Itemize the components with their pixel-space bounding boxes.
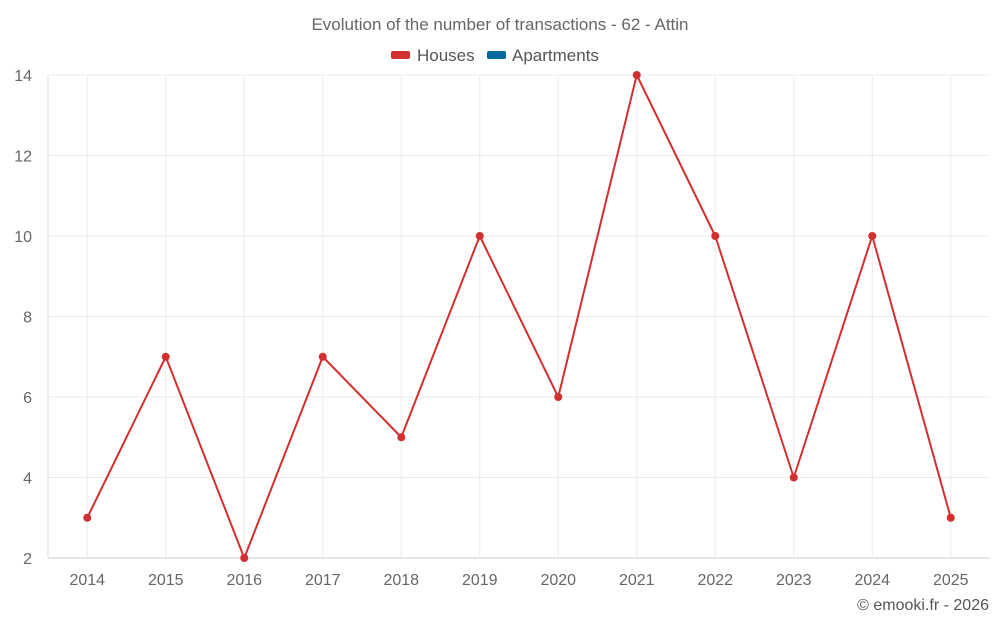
axes: 2 4 6 8 10 12 14 2014 2015 2016 2017 2018 2019 2020 20… — [14, 68, 990, 589]
data-point-houses[interactable] — [318, 352, 327, 361]
x-tick-label: 2017 — [305, 572, 341, 589]
x-tick-label: 2015 — [148, 572, 184, 589]
data-point-houses[interactable] — [475, 232, 484, 240]
data-point-houses[interactable] — [83, 513, 92, 522]
data-point-houses[interactable] — [711, 232, 720, 240]
data-point-houses[interactable] — [868, 232, 877, 240]
x-tick-label: 2016 — [226, 572, 262, 589]
series-line-houses — [86, 74, 952, 559]
y-tick-label: 6 — [23, 390, 32, 407]
data-point-houses[interactable] — [397, 433, 406, 442]
y-tick-label: 2 — [23, 551, 32, 568]
x-tick-label: 2023 — [776, 572, 812, 589]
credit-text: © emooki.fr - 2026 — [857, 597, 989, 614]
legend-swatch-houses — [391, 51, 410, 59]
x-tick-label: 2020 — [540, 572, 576, 589]
data-point-houses[interactable] — [789, 473, 798, 482]
x-tick-label: 2022 — [697, 572, 733, 589]
y-tick-label: 8 — [23, 310, 32, 327]
x-tick-label: 2018 — [383, 572, 419, 589]
legend-item-houses[interactable]: Houses — [391, 46, 475, 65]
series-layer — [83, 71, 955, 562]
chart-title: Evolution of the number of transactions … — [311, 15, 688, 34]
data-point-houses[interactable] — [554, 393, 563, 401]
x-tick-label: 2024 — [854, 572, 890, 589]
x-tick-label: 2025 — [933, 572, 969, 589]
legend-swatch-apartments — [487, 51, 506, 59]
y-tick-label: 14 — [14, 68, 32, 85]
legend-label-apartments: Apartments — [512, 46, 599, 65]
x-tick-label: 2021 — [619, 572, 655, 589]
legend-label-houses: Houses — [417, 46, 475, 65]
legend-item-apartments[interactable]: Apartments — [487, 46, 599, 65]
data-point-houses[interactable] — [632, 71, 641, 79]
data-point-houses[interactable] — [946, 513, 955, 522]
x-tick-label: 2019 — [462, 572, 498, 589]
y-tick-label: 4 — [23, 471, 32, 488]
legend: Houses Apartments — [391, 46, 599, 65]
data-point-houses[interactable] — [161, 352, 170, 361]
y-tick-label: 12 — [14, 149, 32, 166]
x-tick-label: 2014 — [69, 572, 105, 589]
y-tick-label: 10 — [14, 229, 32, 246]
data-point-houses[interactable] — [240, 554, 249, 562]
grid — [48, 74, 990, 559]
